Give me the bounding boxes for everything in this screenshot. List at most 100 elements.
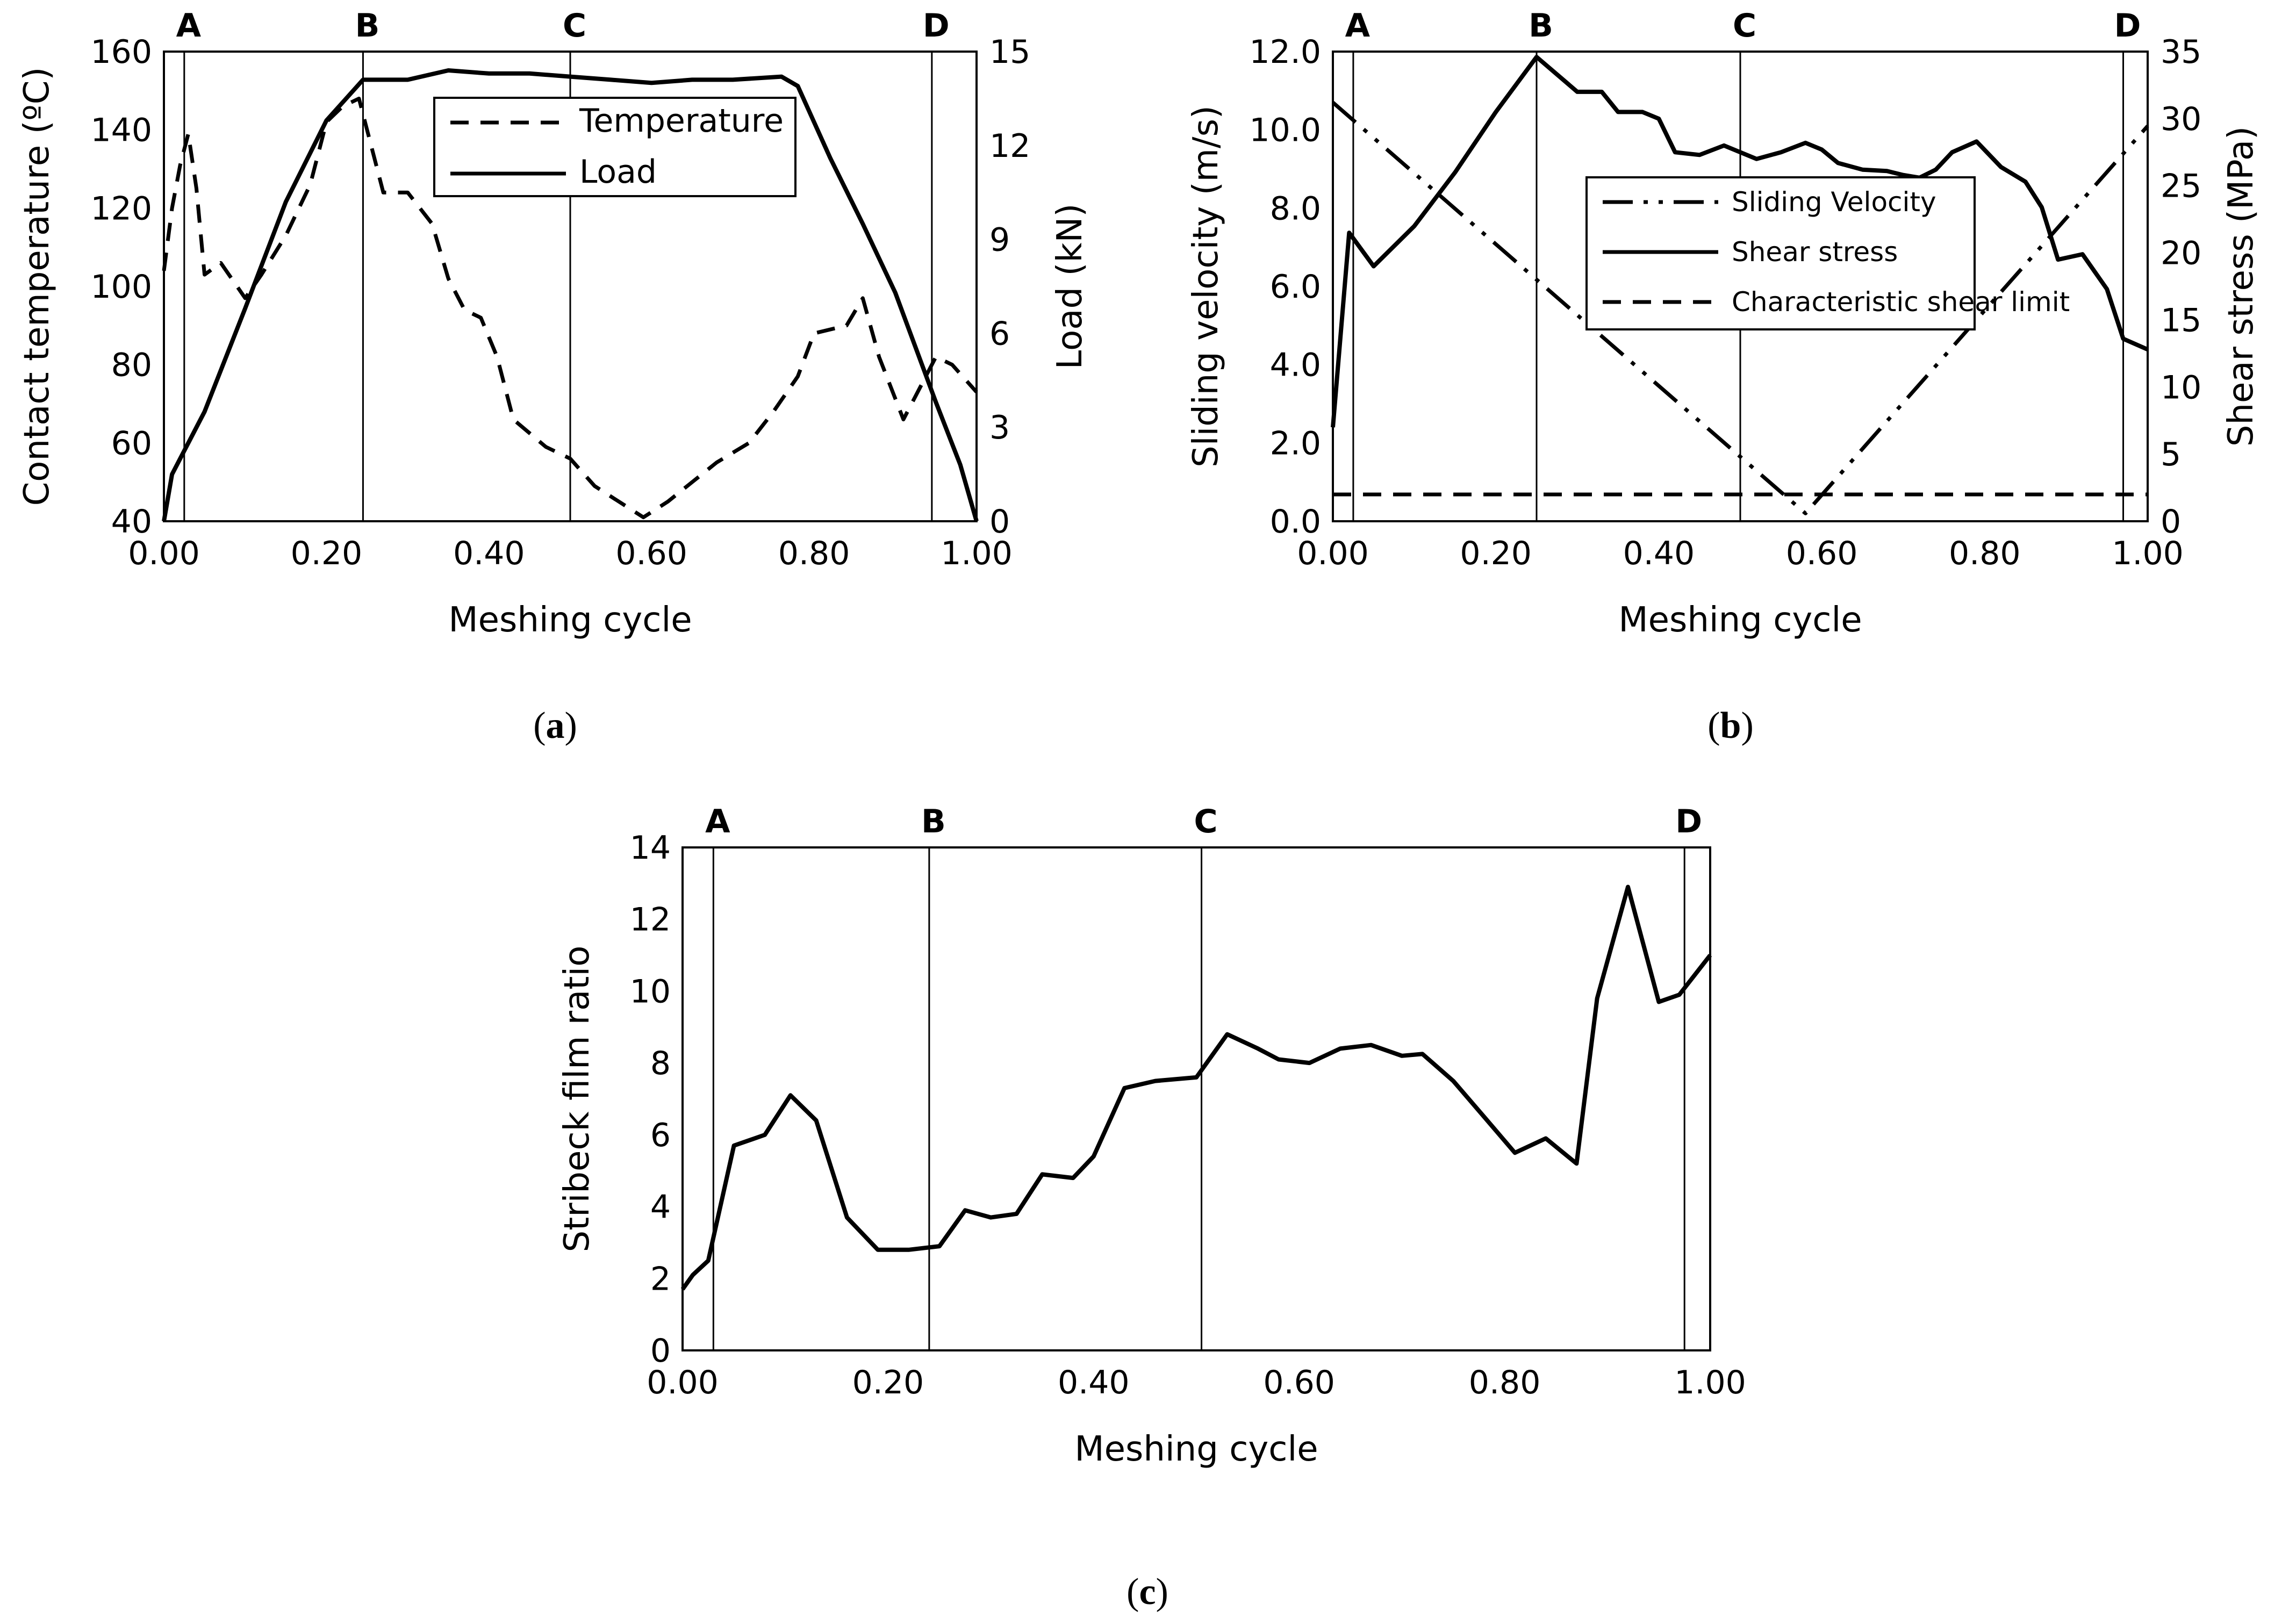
- caption-paren: (: [533, 705, 546, 746]
- plot-frame: [681, 846, 1711, 1351]
- y-tick-label: 0.0: [1270, 503, 1321, 541]
- y2-tick-label: 10: [2161, 369, 2201, 406]
- x-tick-label: 0.20: [1460, 535, 1532, 572]
- y-tick-label: 6.0: [1270, 268, 1321, 306]
- panel-caption: (c): [1127, 1571, 1168, 1613]
- y2-tick-label: 3: [989, 409, 1010, 447]
- y2-tick-label: 6: [989, 315, 1010, 353]
- legend-entry: Load: [579, 153, 657, 191]
- x-axis-label: Meshing cycle: [1074, 1429, 1318, 1469]
- legend-entry: Shear stress: [1732, 236, 1898, 268]
- series-line-shear-stress: [1331, 55, 2149, 428]
- y-axis-label: Stribeck film ratio: [557, 946, 597, 1253]
- y2-tick-label: 0: [2161, 503, 2181, 541]
- x-axis-label: Meshing cycle: [1618, 600, 1862, 640]
- y-tick-label: 6: [650, 1117, 671, 1154]
- marker-label-b: B: [355, 7, 380, 45]
- marker-label-b: B: [921, 803, 946, 840]
- legend: Temperature Load: [433, 97, 797, 197]
- y-tick-label: 60: [111, 425, 152, 462]
- marker-label-c: C: [1194, 803, 1218, 840]
- marker-label-a: A: [705, 803, 730, 840]
- y2-tick-label: 25: [2161, 168, 2201, 205]
- x-tick-label: 1.00: [1674, 1364, 1746, 1401]
- y2-tick-label: 35: [2161, 33, 2201, 71]
- y2-tick-label: 9: [989, 221, 1010, 259]
- marker-label-d: D: [1675, 803, 1702, 840]
- y2-tick-label: 5: [2161, 436, 2181, 473]
- caption-paren: ): [565, 705, 577, 746]
- x-tick-label: 0.60: [1786, 535, 1858, 572]
- y-tick-label: 12: [630, 901, 671, 939]
- x-tick-label: 0.20: [291, 535, 363, 572]
- y-tick-label: 140: [90, 112, 152, 149]
- y2-tick-label: 12: [989, 127, 1030, 165]
- legend: Sliding Velocity Shear stress Characterist…: [1585, 176, 2070, 330]
- x-tick-label: 0.40: [1058, 1364, 1130, 1401]
- y2-axis-label: Shear stress (MPa): [2221, 126, 2261, 447]
- series-line-sliding-velocity: [1331, 101, 2149, 515]
- y2-tick-label: 15: [2161, 301, 2201, 339]
- y-tick-label: 100: [90, 268, 152, 306]
- caption-letter: b: [1720, 705, 1741, 746]
- marker-label-a: A: [1345, 7, 1371, 45]
- panel-caption: (a): [533, 705, 577, 746]
- y2-tick-label: 15: [989, 33, 1030, 71]
- y-tick-label: 2: [650, 1260, 671, 1298]
- y-tick-label: 10: [630, 973, 671, 1010]
- panel-caption: (b): [1707, 705, 1754, 746]
- marker-label-c: C: [563, 7, 586, 45]
- x-tick-label: 0.80: [778, 535, 850, 572]
- caption-paren: (: [1127, 1571, 1139, 1613]
- marker-label-d: D: [2114, 7, 2141, 45]
- series-line-temperature: [162, 96, 978, 520]
- y2-tick-label: 30: [2161, 100, 2201, 138]
- x-tick-label: 0.60: [1263, 1364, 1335, 1401]
- y-tick-label: 8.0: [1270, 190, 1321, 227]
- x-axis-label: Meshing cycle: [448, 600, 692, 640]
- x-tick-label: 1.00: [941, 535, 1013, 572]
- x-tick-label: 0.00: [647, 1364, 719, 1401]
- x-tick-label: 0.00: [1297, 535, 1369, 572]
- y-tick-label: 120: [90, 190, 152, 227]
- caption-paren: ): [1156, 1571, 1168, 1613]
- legend-entry: Temperature: [579, 102, 784, 140]
- x-tick-label: 0.20: [852, 1364, 924, 1401]
- y2-tick-label: 20: [2161, 235, 2201, 272]
- legend-entry: Sliding Velocity: [1732, 186, 1936, 218]
- y2-axis-label: Load (kN): [1050, 204, 1090, 370]
- legend-box: [433, 97, 797, 197]
- x-tick-label: 0.40: [1623, 535, 1695, 572]
- legend-entry: Characteristic shear limit: [1732, 286, 2070, 318]
- y-tick-label: 40: [111, 503, 152, 541]
- y-tick-label: 12.0: [1249, 33, 1321, 71]
- series-line-load: [162, 68, 979, 522]
- x-tick-label: 0.00: [128, 535, 200, 572]
- marker-label-b: B: [1529, 7, 1553, 45]
- y-tick-label: 8: [650, 1045, 671, 1082]
- y-tick-label: 2.0: [1270, 425, 1321, 462]
- x-tick-label: 0.40: [453, 535, 525, 572]
- x-tick-label: 0.80: [1469, 1364, 1541, 1401]
- caption-paren: (: [1707, 705, 1720, 746]
- caption-paren: ): [1741, 705, 1753, 746]
- x-tick-label: 0.80: [1949, 535, 2021, 572]
- y2-tick-label: 0: [989, 503, 1010, 541]
- marker-label-d: D: [923, 7, 950, 45]
- x-tick-label: 0.60: [615, 535, 687, 572]
- x-tick-label: 1.00: [2112, 535, 2184, 572]
- y-tick-label: 4: [650, 1189, 671, 1226]
- y-axis-label: Sliding velocity (m/s): [1186, 105, 1226, 468]
- panel-c: 0.00 0.20 0.40 0.60 0.80 1.00 0 2 4 6 8 10 12 14 Meshi…: [557, 803, 1746, 1613]
- caption-letter: a: [546, 705, 565, 746]
- caption-letter: c: [1139, 1571, 1156, 1613]
- y-tick-label: 80: [111, 347, 152, 384]
- y-tick-label: 0: [650, 1332, 671, 1370]
- marker-label-c: C: [1733, 7, 1756, 45]
- y-tick-label: 14: [630, 829, 671, 867]
- panel-a: 0.00 0.20 0.40 0.60 0.80 1.004060801001201401…: [17, 7, 1090, 746]
- y-tick-label: 10.0: [1249, 112, 1321, 149]
- y-tick-label: 160: [90, 33, 152, 71]
- marker-label-a: A: [176, 7, 202, 45]
